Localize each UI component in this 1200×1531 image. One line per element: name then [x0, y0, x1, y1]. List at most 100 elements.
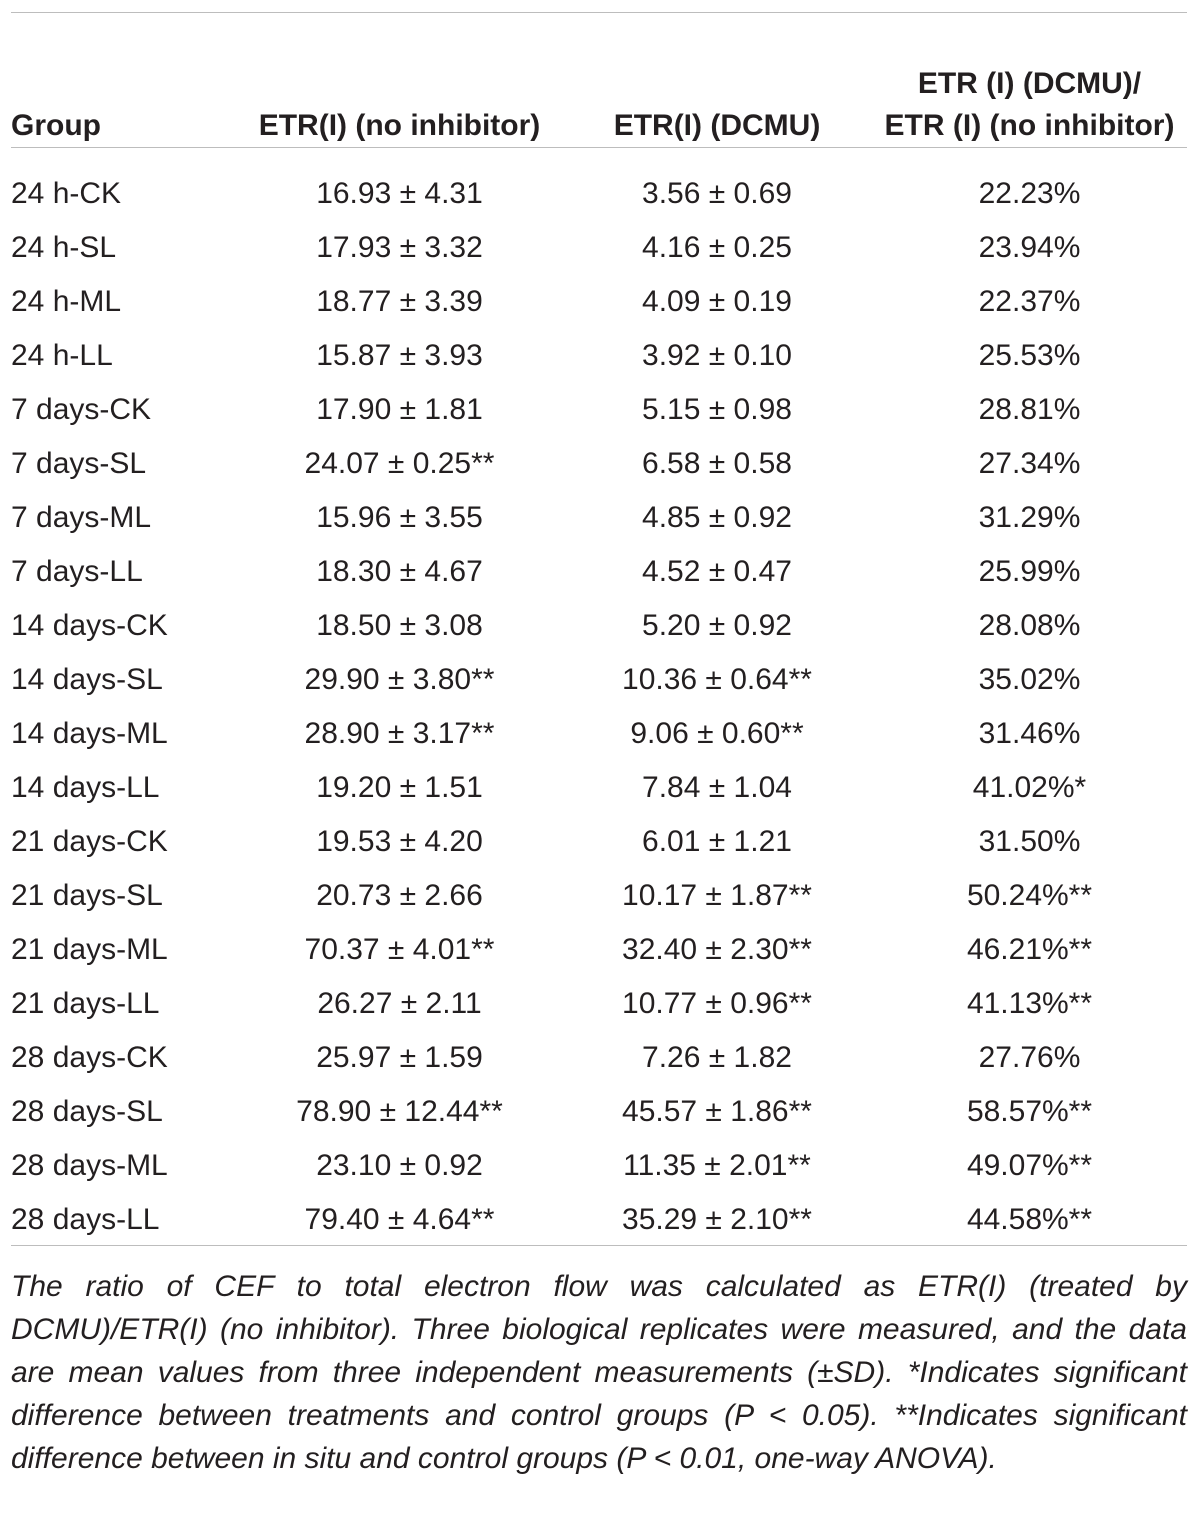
cell-ratio: 25.53% [978, 339, 1081, 372]
cell-ratio: 28.08% [978, 609, 1081, 642]
cell-ratio: 49.07%** [966, 1149, 1093, 1182]
cell-etr-dcmu: 45.57 ± 1.86** [622, 1095, 812, 1128]
cell-etr-no-inhibitor: 70.37 ± 4.01** [304, 933, 495, 966]
cell-etr-no-inhibitor: 26.27 ± 2.11 [317, 987, 482, 1020]
cell-etr-dcmu: 4.16 ± 0.25 [642, 231, 792, 264]
cell-etr-no-inhibitor: 19.53 ± 4.20 [316, 825, 483, 858]
table-row: 21 days-SL 20.73 ± 2.66 10.17 ± 1.87** 50.2… [11, 869, 1187, 923]
cell-etr-no-inhibitor: 17.90 ± 1.81 [316, 393, 483, 426]
cell-ratio: 27.76% [978, 1041, 1081, 1074]
cell-etr-no-inhibitor: 25.97 ± 1.59 [316, 1041, 483, 1074]
table-row: 28 days-SL 78.90 ± 12.44** 45.57 ± 1.86** 5… [11, 1085, 1187, 1139]
cell-ratio: 41.13%** [966, 987, 1093, 1020]
cell-group: 24 h-SL [11, 231, 117, 264]
table-bottom-rule [11, 1245, 1187, 1246]
header-etr-dcmu: ETR(I) (DCMU) [613, 109, 821, 142]
cell-etr-no-inhibitor: 28.90 ± 3.17** [304, 717, 495, 750]
cell-etr-dcmu: 9.06 ± 0.60** [630, 717, 804, 750]
table-row: 24 h-CK 16.93 ± 4.31 3.56 ± 0.69 22.23% [11, 165, 1187, 221]
cell-etr-no-inhibitor: 79.40 ± 4.64** [304, 1203, 495, 1236]
cell-group: 7 days-ML [11, 501, 152, 534]
cell-etr-no-inhibitor: 18.30 ± 4.67 [316, 555, 483, 588]
table-header-rule [11, 147, 1187, 148]
cell-group: 21 days-ML [11, 933, 168, 966]
cell-ratio: 46.21%** [966, 933, 1093, 966]
cell-ratio: 31.50% [978, 825, 1081, 858]
cell-etr-dcmu: 10.17 ± 1.87** [622, 879, 812, 912]
cell-group: 14 days-CK [11, 609, 168, 642]
cell-ratio: 31.46% [978, 717, 1081, 750]
cell-ratio: 50.24%** [966, 879, 1093, 912]
table-row: 21 days-LL 26.27 ± 2.11 10.77 ± 0.96** 41.1… [11, 977, 1187, 1031]
cell-ratio: 22.37% [978, 285, 1081, 318]
cell-group: 14 days-LL [11, 771, 160, 804]
cell-ratio: 27.34% [978, 447, 1081, 480]
cell-etr-no-inhibitor: 19.20 ± 1.51 [316, 771, 483, 804]
table-row: 7 days-SL 24.07 ± 0.25** 6.58 ± 0.58 27.34% [11, 437, 1187, 491]
cell-etr-no-inhibitor: 23.10 ± 0.92 [316, 1149, 483, 1182]
table-row: 24 h-SL 17.93 ± 3.32 4.16 ± 0.25 23.94% [11, 221, 1187, 275]
cell-etr-dcmu: 4.85 ± 0.92 [642, 501, 792, 534]
cell-etr-no-inhibitor: 15.96 ± 3.55 [316, 501, 483, 534]
table-row: 21 days-CK 19.53 ± 4.20 6.01 ± 1.21 31.50% [11, 815, 1187, 869]
cell-group: 21 days-CK [11, 825, 168, 858]
cell-etr-no-inhibitor: 18.50 ± 3.08 [316, 609, 483, 642]
cell-group: 21 days-SL [11, 879, 163, 912]
cell-etr-dcmu: 5.20 ± 0.92 [642, 609, 792, 642]
table-row: 7 days-CK 17.90 ± 1.81 5.15 ± 0.98 28.81% [11, 383, 1187, 437]
cell-ratio: 31.29% [978, 501, 1081, 534]
cell-etr-dcmu: 6.01 ± 1.21 [642, 825, 792, 858]
cell-group: 28 days-CK [11, 1041, 168, 1074]
cell-group: 28 days-SL [11, 1095, 163, 1128]
table-row: 7 days-ML 15.96 ± 3.55 4.85 ± 0.92 31.29% [11, 491, 1187, 545]
table-row: 28 days-LL 79.40 ± 4.64** 35.29 ± 2.10** 44… [11, 1193, 1187, 1247]
table-top-rule [11, 12, 1187, 13]
cell-etr-dcmu: 4.09 ± 0.19 [642, 285, 792, 318]
cell-ratio: 23.94% [978, 231, 1081, 264]
header-ratio-line-1: ETR (I) (DCMU)/ [917, 67, 1142, 100]
table-row: 14 days-ML 28.90 ± 3.17** 9.06 ± 0.60** 31.… [11, 707, 1187, 761]
cell-group: 14 days-ML [11, 717, 168, 750]
table-caption: The ratio of CEF to total electron flow … [11, 1270, 1187, 1475]
cell-ratio: 35.02% [978, 663, 1081, 696]
cell-etr-dcmu: 11.35 ± 2.01** [623, 1149, 811, 1182]
cell-group: 7 days-LL [11, 555, 143, 588]
header-ratio-line-2: ETR (I) (no inhibitor) [884, 109, 1175, 142]
cell-etr-dcmu: 35.29 ± 2.10** [622, 1203, 812, 1236]
cell-ratio: 28.81% [978, 393, 1081, 426]
header-ratio: ETR (I) (DCMU)/ ETR (I) (no inhibitor) [872, 13, 1187, 165]
cell-etr-no-inhibitor: 24.07 ± 0.25** [304, 447, 495, 480]
cell-etr-dcmu: 5.15 ± 0.98 [642, 393, 792, 426]
header-etr-no-inhibitor: ETR(I) (no inhibitor) [258, 109, 541, 142]
cell-etr-dcmu: 3.56 ± 0.69 [642, 177, 792, 210]
cell-group: 14 days-SL [11, 663, 163, 696]
cell-etr-no-inhibitor: 16.93 ± 4.31 [316, 177, 483, 210]
cell-ratio: 41.02%* [972, 771, 1087, 804]
cell-etr-no-inhibitor: 29.90 ± 3.80** [304, 663, 495, 696]
cell-etr-dcmu: 10.36 ± 0.64** [622, 663, 812, 696]
cell-etr-dcmu: 7.84 ± 1.04 [642, 771, 792, 804]
table-row: 24 h-LL 15.87 ± 3.93 3.92 ± 0.10 25.53% [11, 329, 1187, 383]
header-group: Group [11, 109, 101, 142]
table-row: 7 days-LL 18.30 ± 4.67 4.52 ± 0.47 25.99% [11, 545, 1187, 599]
cell-etr-dcmu: 7.26 ± 1.82 [642, 1041, 792, 1074]
cell-group: 7 days-SL [11, 447, 147, 480]
table-body: 24 h-CK 16.93 ± 4.31 3.56 ± 0.69 22.23% 24 h… [11, 165, 1187, 1247]
cell-ratio: 58.57%** [966, 1095, 1093, 1128]
cell-etr-no-inhibitor: 18.77 ± 3.39 [316, 285, 483, 318]
cell-group: 28 days-LL [11, 1203, 160, 1236]
table-row: 14 days-SL 29.90 ± 3.80** 10.36 ± 0.64** 35… [11, 653, 1187, 707]
cell-group: 21 days-LL [11, 987, 160, 1020]
cell-group: 24 h-CK [11, 177, 122, 210]
cell-ratio: 44.58%** [966, 1203, 1093, 1236]
cell-etr-no-inhibitor: 20.73 ± 2.66 [316, 879, 483, 912]
cell-group: 24 h-LL [11, 339, 113, 372]
table-row: 28 days-CK 25.97 ± 1.59 7.26 ± 1.82 27.76% [11, 1031, 1187, 1085]
cell-etr-dcmu: 4.52 ± 0.47 [642, 555, 792, 588]
cell-ratio: 22.23% [978, 177, 1081, 210]
cell-group: 24 h-ML [11, 285, 122, 318]
cell-etr-no-inhibitor: 15.87 ± 3.93 [316, 339, 483, 372]
cell-ratio: 25.99% [978, 555, 1081, 588]
cell-etr-dcmu: 3.92 ± 0.10 [642, 339, 792, 372]
cell-etr-no-inhibitor: 78.90 ± 12.44** [296, 1095, 503, 1128]
